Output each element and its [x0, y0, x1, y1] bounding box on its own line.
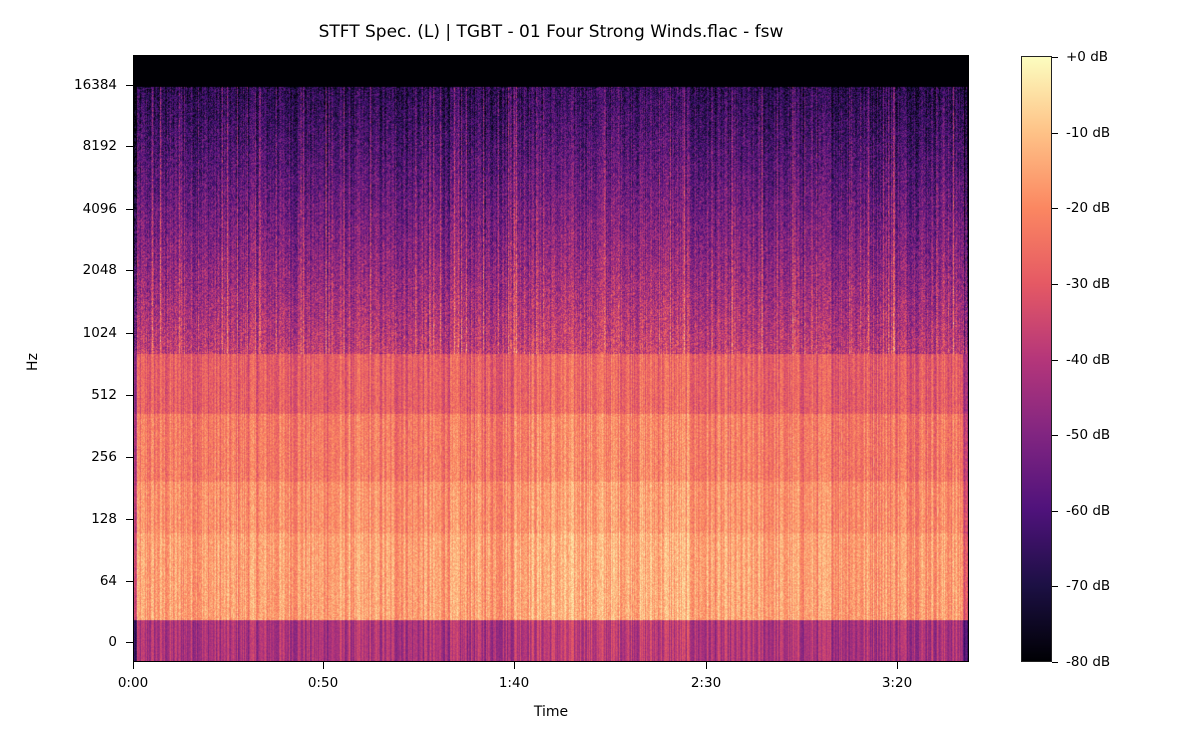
y-tick-mark	[126, 209, 133, 210]
y-tick-label: 16384	[74, 77, 117, 93]
colorbar-tick-label: -70 dB	[1066, 578, 1111, 595]
y-tick-mark	[126, 85, 133, 86]
colorbar-tick-mark	[1052, 662, 1058, 663]
y-tick-mark	[126, 146, 133, 147]
y-tick-label: 256	[91, 449, 117, 465]
x-tick-label: 3:20	[881, 675, 913, 691]
x-axis-title: Time	[533, 704, 569, 720]
colorbar-tick-mark	[1052, 208, 1058, 210]
x-tick-label: 0:00	[117, 675, 149, 691]
x-tick-label: 0:50	[307, 675, 339, 691]
y-tick-label: 0	[108, 634, 117, 650]
colorbar-tick-label: -60 dB	[1066, 502, 1111, 519]
colorbar-tick-label: -20 dB	[1066, 200, 1111, 217]
x-tick-label: 2:30	[690, 675, 722, 691]
colorbar	[1021, 56, 1052, 662]
spectrogram-image	[134, 56, 968, 661]
colorbar-tick-mark	[1052, 359, 1058, 361]
colorbar-tick-mark	[1052, 283, 1058, 285]
colorbar-tick-label: -50 dB	[1066, 427, 1111, 444]
x-tick-label: 1:40	[498, 675, 530, 691]
y-tick-label: 128	[91, 511, 117, 527]
colorbar-tick-mark	[1052, 57, 1058, 58]
y-tick-mark	[126, 457, 133, 458]
y-axis-title: Hz	[25, 353, 41, 371]
y-tick-mark	[126, 333, 133, 334]
colorbar-tick-label: -10 dB	[1066, 124, 1111, 141]
y-tick-mark	[126, 395, 133, 396]
y-tick-mark	[126, 642, 133, 643]
y-tick-mark	[126, 581, 133, 582]
x-tick-mark	[133, 662, 134, 669]
colorbar-tick-mark	[1052, 435, 1058, 437]
colorbar-tick-label: -40 dB	[1066, 351, 1111, 368]
x-tick-mark	[706, 662, 707, 669]
colorbar-tick-mark	[1052, 510, 1058, 512]
y-tick-label: 2048	[82, 262, 117, 278]
colorbar-tick-label: -80 dB	[1066, 654, 1111, 670]
x-tick-mark	[323, 662, 324, 669]
y-tick-mark	[126, 519, 133, 520]
chart-title: STFT Spec. (L) | TGBT - 01 Four Strong W…	[318, 22, 784, 42]
y-tick-mark	[126, 270, 133, 271]
colorbar-tick-mark	[1052, 586, 1058, 588]
spectrogram-plot-area	[133, 55, 969, 662]
colorbar-tick-mark	[1052, 132, 1058, 134]
y-tick-label: 4096	[82, 201, 117, 217]
y-tick-label: 1024	[82, 325, 117, 341]
y-tick-label: 512	[91, 387, 117, 403]
x-tick-mark	[897, 662, 898, 669]
y-tick-label: 8192	[82, 138, 117, 154]
x-tick-mark	[514, 662, 515, 669]
y-tick-label: 64	[99, 573, 117, 589]
colorbar-tick-label: +0 dB	[1066, 49, 1109, 65]
colorbar-tick-label: -30 dB	[1066, 275, 1111, 292]
